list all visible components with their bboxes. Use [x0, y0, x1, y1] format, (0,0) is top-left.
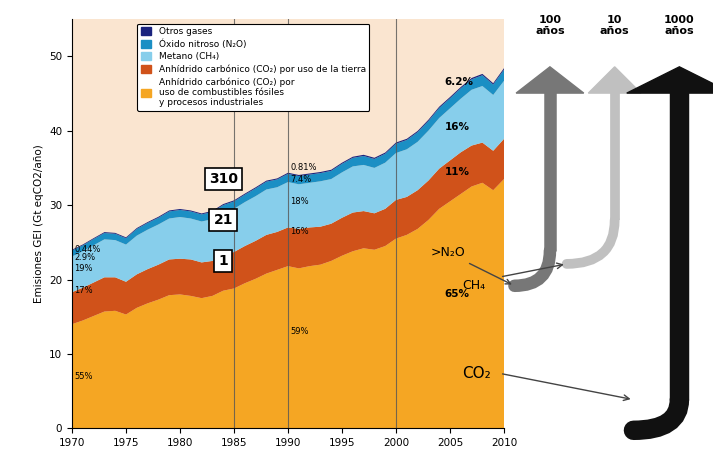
- Text: 310: 310: [209, 172, 238, 186]
- Text: 11%: 11%: [445, 167, 469, 177]
- Text: 16%: 16%: [445, 122, 469, 132]
- Text: 10
años: 10 años: [600, 15, 629, 36]
- Text: CO₂: CO₂: [462, 366, 491, 381]
- Text: CH₄: CH₄: [462, 279, 485, 292]
- Text: 19%: 19%: [74, 264, 93, 273]
- Polygon shape: [588, 67, 641, 93]
- Legend: Otros gases, Óxido nitroso (N₂O), Metano (CH₄), Anhídrido carbónico (CO₂) por us: Otros gases, Óxido nitroso (N₂O), Metano…: [137, 23, 369, 111]
- Text: 65%: 65%: [445, 289, 469, 299]
- Text: 55%: 55%: [74, 372, 93, 381]
- Text: 0.81%: 0.81%: [290, 163, 317, 172]
- Polygon shape: [627, 67, 720, 93]
- Text: 17%: 17%: [74, 286, 93, 295]
- Text: 18%: 18%: [290, 197, 309, 206]
- Text: 21: 21: [213, 213, 233, 227]
- Polygon shape: [516, 67, 584, 93]
- Text: 6.2%: 6.2%: [445, 77, 474, 87]
- Text: 2.9%: 2.9%: [74, 253, 95, 262]
- Text: 1: 1: [218, 254, 228, 268]
- Text: 100
años: 100 años: [535, 15, 564, 36]
- Text: 59%: 59%: [290, 327, 309, 336]
- Text: 0.44%: 0.44%: [74, 245, 101, 254]
- Y-axis label: Emisiones GEI (Gt eqCO2/año): Emisiones GEI (Gt eqCO2/año): [34, 144, 44, 303]
- Text: 16%: 16%: [290, 227, 309, 236]
- Text: >N₂O: >N₂O: [431, 247, 510, 284]
- Text: 7.4%: 7.4%: [290, 175, 312, 184]
- Text: 1000
años: 1000 años: [664, 15, 695, 36]
